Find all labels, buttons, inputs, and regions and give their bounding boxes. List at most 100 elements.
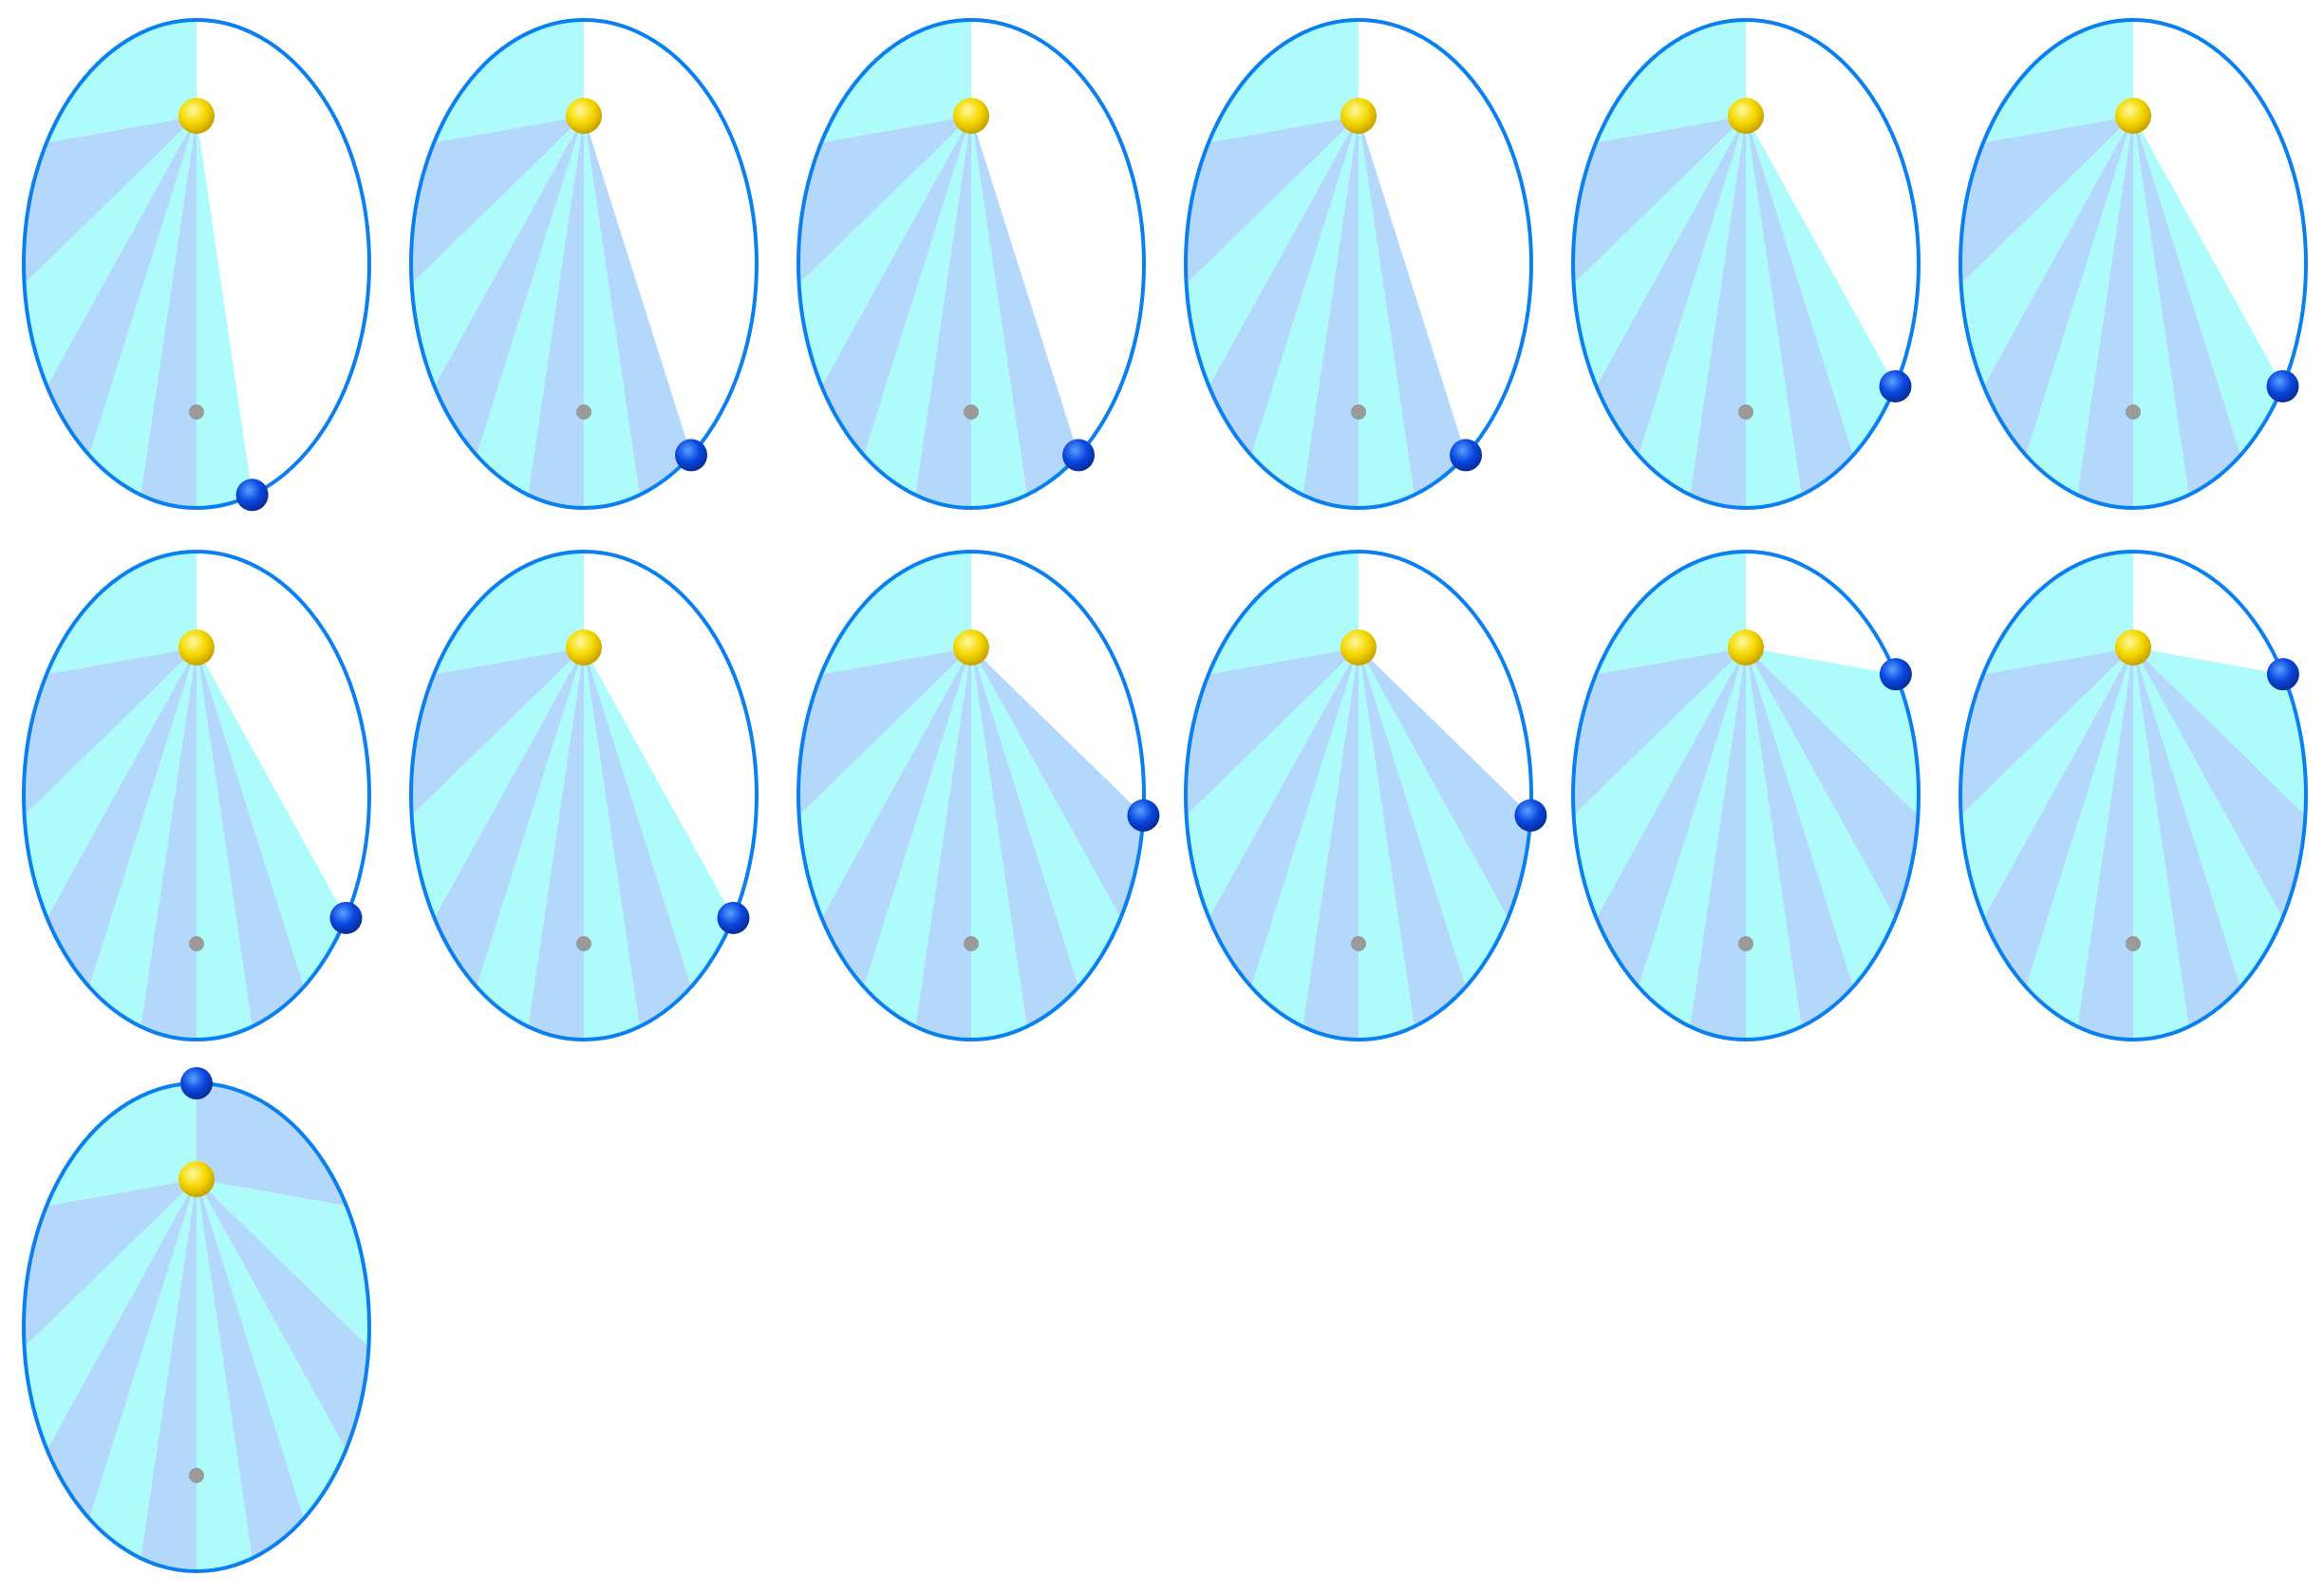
swept-sector [197, 116, 253, 508]
swept-sector [2133, 116, 2189, 508]
swept-sector [1359, 116, 1467, 496]
orbit-frame-8 [409, 550, 759, 1041]
swept-sector [1359, 647, 1415, 1040]
swept-sector [47, 1083, 197, 1207]
swept-sector [141, 116, 197, 508]
sun-circle-icon [566, 98, 602, 134]
swept-sector [971, 647, 1144, 918]
planet-circle-icon [235, 478, 269, 512]
swept-sector [1746, 116, 1802, 508]
swept-sector [1186, 647, 1359, 816]
orbit-frame-7 [22, 550, 371, 1041]
orbit-ellipse [797, 550, 1146, 1041]
swept-sector [1638, 647, 1746, 1027]
focus-dot-icon [189, 936, 204, 951]
swept-sector [915, 116, 971, 508]
swept-sector [1596, 552, 1746, 675]
swept-sector [47, 552, 197, 675]
swept-sector [1186, 116, 1359, 284]
swept-sector [197, 1179, 369, 1347]
focus-dot-icon [189, 1468, 204, 1483]
swept-sector [88, 1179, 197, 1559]
planet-circle-icon [2266, 369, 2299, 403]
sun-circle-icon [1728, 98, 1764, 134]
swept-sector [197, 647, 253, 1040]
swept-sector [411, 647, 584, 918]
swept-sector [197, 1179, 347, 1519]
swept-sector [197, 647, 305, 1027]
swept-sector [24, 1179, 197, 1450]
orbit-ellipse [1571, 18, 1921, 510]
planet-circle-icon [1062, 439, 1096, 472]
swept-sector [1983, 552, 2133, 675]
swept-sector [915, 647, 971, 1040]
swept-sector [1359, 647, 1467, 1027]
swept-sector [197, 1179, 369, 1450]
swept-sector [1573, 647, 1746, 918]
swept-sector [798, 116, 971, 284]
swept-sector [1960, 647, 2133, 918]
swept-sector [1359, 116, 1415, 508]
swept-sector [971, 116, 1027, 508]
swept-sector [1746, 647, 1919, 918]
orbit-ellipse [1184, 550, 1533, 1041]
swept-sector [1983, 116, 2133, 456]
swept-sector [1596, 20, 1746, 143]
focus-dot-icon [189, 404, 204, 420]
swept-sector [1746, 116, 1854, 496]
swept-sector [24, 1179, 197, 1347]
swept-sector [798, 116, 971, 386]
swept-sector [821, 552, 971, 675]
swept-sector [24, 116, 197, 284]
swept-sector [2133, 647, 2241, 1027]
orbit-frame-9 [797, 550, 1160, 1041]
swept-sector [434, 20, 584, 143]
swept-sector [1596, 116, 1746, 456]
swept-sector [971, 647, 1079, 1027]
focus-dot-icon [1351, 936, 1366, 951]
swept-sector [1983, 20, 2133, 143]
sun-circle-icon [2115, 629, 2151, 666]
swept-sector [821, 647, 971, 987]
orbit-ellipse [1959, 18, 2308, 510]
swept-sector [528, 647, 584, 1040]
planet-circle-icon [2266, 658, 2299, 691]
focus-dot-icon [1738, 404, 1753, 420]
swept-sector [1746, 647, 1854, 1027]
focus-dot-icon [964, 936, 979, 951]
swept-sector [1573, 116, 1746, 284]
swept-sector [1960, 647, 2133, 816]
swept-sector [1359, 647, 1509, 987]
planet-circle-icon [1879, 369, 1912, 403]
orbit-ellipse [1959, 550, 2308, 1041]
swept-sector [88, 647, 197, 1027]
focus-dot-icon [1738, 936, 1753, 951]
orbit-frame-3 [797, 18, 1146, 510]
orbit-ellipse [1571, 550, 1921, 1041]
swept-sector [1209, 647, 1359, 987]
orbit-ellipse [797, 18, 1146, 510]
swept-sector [1746, 647, 1919, 816]
swept-sector [971, 647, 1121, 987]
swept-sector [197, 1179, 253, 1571]
swept-sector [798, 647, 971, 816]
swept-sector [411, 116, 584, 386]
orbit-frame-6 [1959, 18, 2308, 510]
swept-sector [1690, 116, 1746, 508]
focus-dot-icon [2126, 936, 2141, 951]
orbit-frame-5 [1571, 18, 1921, 510]
swept-sector [197, 1083, 347, 1207]
sun-circle-icon [1340, 629, 1377, 666]
swept-sector [584, 647, 734, 987]
swept-sector [2133, 647, 2306, 816]
swept-sector [821, 20, 971, 143]
swept-sector [2133, 116, 2241, 496]
swept-sector [584, 116, 640, 508]
swept-sector [1303, 647, 1359, 1040]
sun-circle-icon [178, 98, 215, 134]
planet-circle-icon [1514, 798, 1547, 832]
swept-sector [2133, 647, 2306, 918]
swept-sector [411, 647, 584, 816]
swept-sector [434, 552, 584, 675]
swept-sector [476, 647, 584, 1027]
